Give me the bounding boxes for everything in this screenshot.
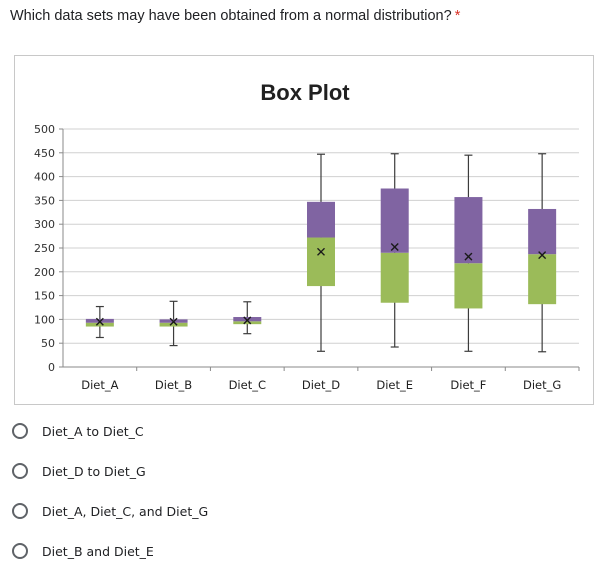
box-lower <box>233 321 262 325</box>
y-tick-label: 250 <box>34 242 55 255</box>
mean-marker <box>169 317 178 326</box>
mean-marker <box>390 243 399 252</box>
question-title: Which data sets may have been obtained f… <box>10 8 460 24</box>
box-upper <box>233 317 262 322</box>
x-tick-label: Diet_B <box>155 378 192 392</box>
box-plot-chart: Box Plot 0 50 100 150 200 250 300 350 400 450 500 Di… <box>14 55 594 405</box>
box-upper <box>307 201 335 238</box>
radio-button[interactable] <box>12 503 28 519</box>
box-plot-svg: Box Plot 0 50 100 150 200 250 300 350 400 450 500 Di… <box>34 80 580 392</box>
y-tick-label: 100 <box>34 313 55 326</box>
box-lower <box>380 252 409 303</box>
box-upper <box>380 188 409 253</box>
box-lower <box>85 322 114 327</box>
mean-marker <box>317 247 325 256</box>
box-lower <box>307 237 335 287</box>
box-upper <box>454 197 483 264</box>
option-3[interactable]: Diet_A, Diet_C, and Diet_G <box>12 500 208 522</box>
mean-marker <box>538 251 547 260</box>
y-tick-label: 0 <box>48 361 55 374</box>
mean-marker <box>464 252 473 261</box>
y-tick-label: 200 <box>34 266 55 279</box>
box-lower <box>528 254 557 305</box>
option-label: Diet_A to Diet_C <box>42 423 144 439</box>
y-tick-label: 450 <box>34 147 55 160</box>
y-tick-label: 300 <box>34 218 55 231</box>
question-text: Which data sets may have been obtained f… <box>10 8 452 24</box>
x-tick-label: Diet_A <box>81 378 118 392</box>
box-lower <box>159 322 188 327</box>
y-tick-label: 150 <box>34 290 55 303</box>
y-tick-label: 50 <box>41 337 55 350</box>
y-tick-label: 350 <box>34 194 55 207</box>
chart-title: Box Plot <box>260 80 350 105</box>
mean-marker <box>243 316 252 325</box>
option-label: Diet_D to Diet_G <box>42 463 146 479</box>
x-tick-label: Diet_C <box>229 378 266 392</box>
radio-button[interactable] <box>12 423 28 439</box>
required-asterisk: * <box>454 8 461 24</box>
mean-marker <box>95 317 104 326</box>
option-2[interactable]: Diet_D to Diet_G <box>12 460 146 482</box>
option-label: Diet_B and Diet_E <box>42 543 154 559</box>
radio-button[interactable] <box>12 463 28 479</box>
option-label: Diet_A, Diet_C, and Diet_G <box>42 503 209 519</box>
y-tick-label: 400 <box>34 171 55 184</box>
x-tick-label: Diet_G <box>523 378 561 392</box>
option-1[interactable]: Diet_A to Diet_C <box>12 420 144 442</box>
box-upper <box>528 208 557 255</box>
x-tick-label: Diet_F <box>450 378 486 392</box>
box-lower <box>454 263 483 309</box>
x-tick-label: Diet_D <box>302 378 340 392</box>
y-tick-label: 500 <box>34 123 55 136</box>
x-tick-label: Diet_E <box>376 378 413 392</box>
radio-button[interactable] <box>12 543 28 559</box>
option-4[interactable]: Diet_B and Diet_E <box>12 540 154 562</box>
